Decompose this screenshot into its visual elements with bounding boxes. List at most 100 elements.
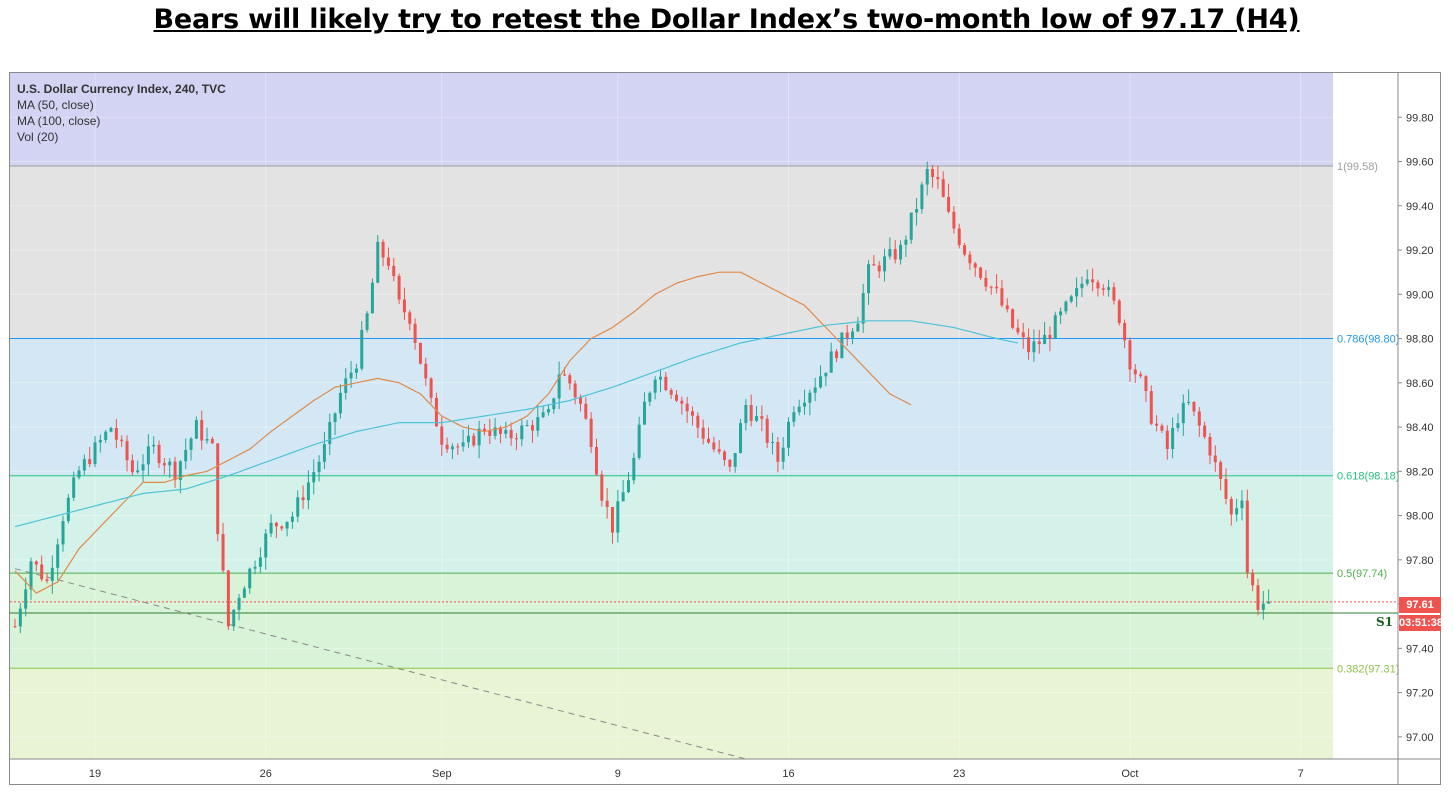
candle-up <box>787 421 791 448</box>
candle-up <box>909 212 913 240</box>
candle-down <box>1112 287 1116 301</box>
fib-label-1: 0.786(98.80) <box>1337 334 1399 346</box>
candle-up <box>1032 341 1036 353</box>
x-tick-label-3: 9 <box>615 768 621 780</box>
candle-up <box>1181 402 1185 424</box>
candle-down <box>125 441 129 461</box>
s1-label: S1 <box>1376 615 1394 629</box>
candle-up <box>915 209 919 213</box>
candle-down <box>488 431 492 436</box>
candle-up <box>109 427 113 432</box>
candle-up <box>1059 311 1063 316</box>
candle-up <box>146 446 150 465</box>
y-tick-label-14: 99.80 <box>1406 112 1434 124</box>
x-tick-label-1: 26 <box>260 768 272 780</box>
fib-zone-4 <box>10 668 1333 759</box>
candle-down <box>408 312 412 324</box>
candle-down <box>760 416 764 419</box>
candle-up <box>168 461 172 466</box>
candle-down <box>573 383 577 398</box>
candle-down <box>530 425 534 431</box>
fib-zone-2 <box>10 475 1333 574</box>
candle-up <box>360 329 364 369</box>
fib-zone-1 <box>10 338 1333 476</box>
candle-up <box>18 608 22 627</box>
candle-up <box>1043 334 1047 345</box>
last-price-tag: 97.61 <box>1399 597 1441 613</box>
x-tick-label-7: 7 <box>1298 768 1304 780</box>
candle-up <box>899 244 903 260</box>
candle-down <box>584 403 588 419</box>
x-tick-label-0: 19 <box>89 768 101 780</box>
candle-down <box>440 426 444 445</box>
fib-zone-3 <box>10 573 1333 669</box>
candle-down <box>989 286 993 288</box>
candle-down <box>34 561 38 565</box>
candle-up <box>525 425 529 427</box>
candle-down <box>40 564 44 580</box>
fib-label-2: 0.618(98.18) <box>1337 471 1399 483</box>
candle-up <box>1261 603 1265 610</box>
x-tick-label-5: 23 <box>953 768 965 780</box>
candle-down <box>397 276 401 300</box>
candle-up <box>1080 283 1084 289</box>
candle-up <box>376 241 380 283</box>
candle-down <box>947 196 951 212</box>
candle-up <box>520 425 524 440</box>
candle-down <box>952 211 956 229</box>
candle-down <box>728 459 732 467</box>
candle-down <box>200 420 204 441</box>
candle-up <box>333 413 337 423</box>
candle-up <box>98 439 102 443</box>
candle-down <box>723 451 727 460</box>
candle-down <box>1219 462 1223 480</box>
candle-up <box>771 442 775 444</box>
candle-up <box>904 239 908 245</box>
candle-up <box>264 533 268 558</box>
candle-down <box>173 461 177 481</box>
candle-up <box>781 447 785 462</box>
y-tick-label-12: 99.40 <box>1406 201 1434 213</box>
candle-down <box>845 332 849 338</box>
candle-down <box>1144 376 1148 392</box>
candle-down <box>162 463 166 466</box>
legend-ma50[interactable]: MA (50, close) <box>17 98 94 112</box>
candle-up <box>626 480 630 493</box>
candle-down <box>1123 323 1127 341</box>
candle-up <box>493 427 497 436</box>
candle-down <box>1005 305 1009 310</box>
candle-down <box>1203 425 1207 437</box>
y-tick-label-4: 97.80 <box>1406 555 1434 567</box>
candle-up <box>546 409 550 413</box>
candle-down <box>130 460 134 473</box>
candle-up <box>152 444 156 447</box>
legend-ma100[interactable]: MA (100, close) <box>17 114 101 128</box>
candle-down <box>392 265 396 277</box>
legend-volume[interactable]: Vol (20) <box>17 130 59 144</box>
candle-up <box>258 557 262 567</box>
candle-down <box>1208 436 1212 456</box>
candle-down <box>456 446 460 448</box>
candle-down <box>776 442 780 462</box>
candle-up <box>253 566 257 569</box>
ma50-line <box>14 271 912 594</box>
candle-down <box>445 444 449 450</box>
candle-down <box>509 429 513 439</box>
y-tick-label-13: 99.60 <box>1406 157 1434 169</box>
candle-up <box>1240 500 1244 509</box>
ma100-line <box>14 320 1019 528</box>
trend-line <box>14 568 746 760</box>
candle-up <box>840 332 844 359</box>
candle-up <box>136 470 140 473</box>
candle-down <box>120 439 124 442</box>
y-tick-label-8: 98.60 <box>1406 378 1434 390</box>
legend-symbol[interactable]: U.S. Dollar Currency Index, 240, TVC <box>17 82 226 96</box>
candle-up <box>883 256 887 272</box>
candle-up <box>658 376 662 380</box>
candle-up <box>504 429 508 434</box>
candle-up <box>61 521 65 545</box>
candle-up <box>829 351 833 373</box>
y-tick-label-7: 98.40 <box>1406 422 1434 434</box>
candle-down <box>1256 585 1260 610</box>
